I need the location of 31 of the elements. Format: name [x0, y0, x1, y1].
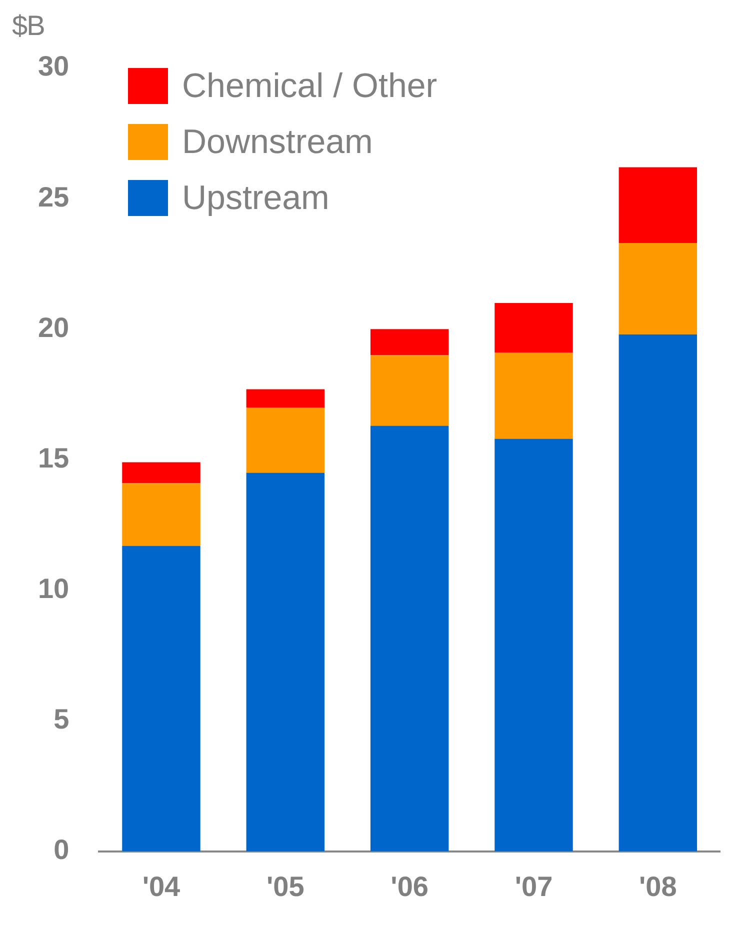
y-tick-label: 20 [38, 312, 70, 343]
y-tick-label: 10 [38, 572, 70, 604]
y-tick-label: 5 [54, 704, 70, 735]
bar [122, 483, 200, 546]
bar [618, 334, 698, 852]
bar [246, 407, 325, 473]
bar [494, 303, 573, 353]
x-tick-label: '05 [266, 870, 304, 902]
y-tick-label: 25 [38, 181, 70, 212]
legend-label: Downstream [182, 122, 373, 162]
y-tick-label: 15 [38, 442, 70, 474]
legend-label: Upstream [182, 178, 330, 218]
y-axis-title: $B [12, 10, 44, 42]
bar [370, 355, 449, 426]
bar [618, 167, 698, 243]
bar [370, 329, 449, 356]
x-tick-label: '06 [390, 870, 428, 902]
x-tick-label: '08 [639, 870, 677, 902]
bar [370, 426, 449, 852]
bar [618, 242, 698, 334]
y-tick-label: 0 [54, 834, 70, 866]
legend-label: Chemical / Other [182, 66, 438, 106]
bar [494, 352, 573, 439]
bar [246, 389, 325, 408]
bar [122, 462, 200, 484]
x-tick-label: '07 [514, 870, 553, 902]
bar [246, 472, 325, 852]
x-tick-label: '04 [142, 870, 181, 902]
bar [122, 546, 200, 852]
bar [494, 438, 573, 852]
y-tick-label: 30 [38, 50, 70, 82]
